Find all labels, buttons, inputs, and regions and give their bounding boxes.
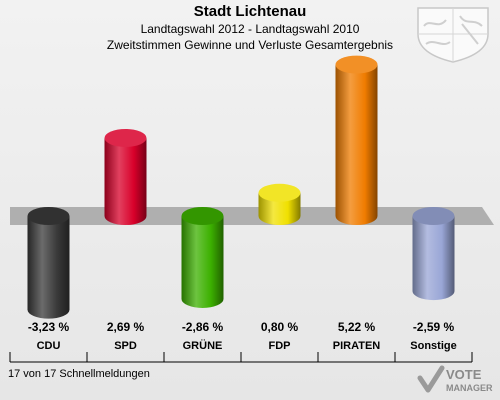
value-label-cdu: -3,23 %	[28, 320, 70, 334]
bar-body	[412, 216, 455, 301]
bar-cap	[335, 55, 378, 74]
bar-body	[27, 216, 70, 319]
vote-manager-logo: VOTE MANAGER	[417, 365, 493, 393]
value-label-sonstige: -2,59 %	[413, 320, 455, 334]
bar-body	[104, 137, 147, 225]
chart-subtitle: Landtagswahl 2012 - Landtagswahl 2010	[140, 22, 360, 36]
bar-cap	[412, 207, 455, 225]
bar-cdu	[27, 207, 70, 319]
coat-of-arms-icon	[417, 7, 489, 63]
check-icon	[417, 365, 445, 393]
bar-body	[181, 216, 224, 308]
bar-sonstige	[412, 207, 455, 301]
bar-cap	[104, 128, 147, 147]
bar-fdp	[258, 183, 301, 225]
chart-title: Stadt Lichtenau	[193, 3, 307, 20]
value-label-grüne: -2,86 %	[182, 320, 224, 334]
value-label-spd: 2,69 %	[107, 320, 145, 334]
bar-piraten	[335, 55, 378, 226]
value-label-fdp: 0,80 %	[261, 320, 299, 334]
category-label-fdp: FDP	[269, 340, 291, 352]
category-label-sonstige: Sonstige	[410, 340, 456, 352]
bar-cap	[181, 207, 224, 225]
footer-note: 17 von 17 Schnellmeldungen	[8, 368, 150, 380]
chart-subtitle-2: Zweitstimmen Gewinne und Verluste Gesamt…	[106, 38, 394, 52]
bar-spd	[104, 128, 147, 225]
bar-cap	[27, 207, 70, 225]
category-label-spd: SPD	[114, 340, 137, 352]
bar-body	[335, 64, 378, 226]
category-label-cdu: CDU	[37, 340, 61, 352]
category-label-piraten: PIRATEN	[333, 340, 381, 352]
bar-body	[258, 192, 301, 225]
brand-line-1: VOTE	[446, 367, 482, 382]
bar-cap	[258, 183, 301, 202]
category-label-grüne: GRÜNE	[183, 339, 223, 352]
value-label-piraten: 5,22 %	[338, 320, 376, 334]
bar-grüne	[181, 207, 224, 308]
brand-line-2: MANAGER	[446, 383, 493, 393]
